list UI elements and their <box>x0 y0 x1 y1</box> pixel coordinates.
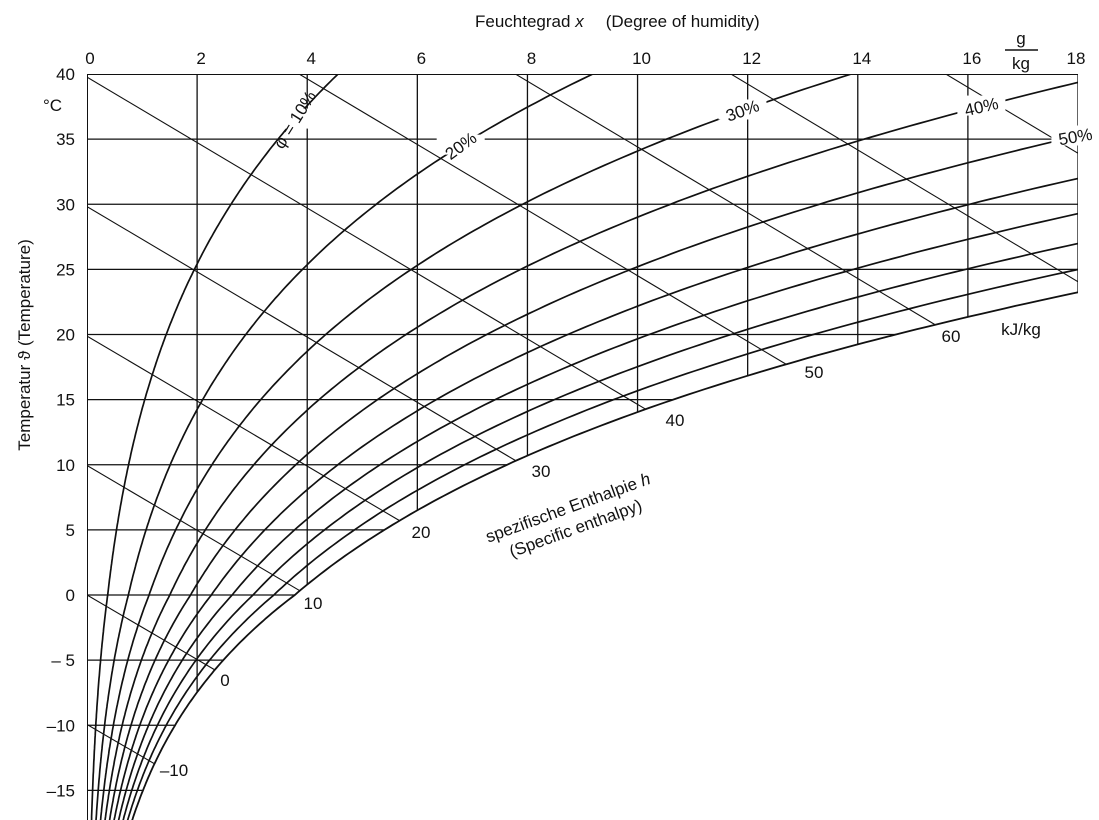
enthalpy-line <box>944 74 1078 154</box>
rh-curve-20 <box>95 74 595 820</box>
rh-curve-60 <box>113 177 1078 820</box>
rh-label-20-bg <box>436 134 485 155</box>
enthalpy-label: 0 <box>220 671 229 690</box>
rh-label-30-bg <box>718 99 767 120</box>
enthalpy-unit-label: kJ/kg <box>1001 320 1041 339</box>
enthalpy-line <box>87 76 646 410</box>
y-tick-label: 0 <box>66 586 75 605</box>
y-unit-label: °C <box>43 96 62 115</box>
x-tick-label: 0 <box>85 49 94 68</box>
enthalpy-line <box>87 0 1099 229</box>
y-tick-label: 40 <box>56 65 75 84</box>
enthalpy-label: 30 <box>532 462 551 481</box>
y-tick-label: 5 <box>66 521 75 540</box>
enthalpy-label: 20 <box>412 523 431 542</box>
x-unit-denominator: kg <box>1012 54 1030 73</box>
enthalpy-caption: spezifische Enthalpie h(Specific enthalp… <box>483 469 660 567</box>
x-axis-title: Feuchtegrad x (Degree of humidity) <box>475 12 760 31</box>
rh-curve-90 <box>126 268 1078 820</box>
x-tick-label: 4 <box>306 49 315 68</box>
x-tick-label: 2 <box>196 49 205 68</box>
rh-curve-50 <box>108 135 1078 820</box>
y-tick-label: 30 <box>56 195 75 214</box>
rh-label-50-bg <box>1051 125 1099 146</box>
y-axis-title: Temperatur ϑ (Temperature) <box>15 239 34 450</box>
x-tick-label: 8 <box>527 49 536 68</box>
rh-label-10-bg <box>270 108 319 129</box>
rh-curve-80 <box>122 242 1078 820</box>
enthalpy-line <box>297 74 787 365</box>
enthalpy-line <box>729 74 1078 283</box>
rh-curve-30 <box>99 74 855 820</box>
rh-curve-10 <box>90 74 340 820</box>
rh-curve-70 <box>117 212 1078 820</box>
x-tick-label: 16 <box>962 49 981 68</box>
rh-curve-40 <box>104 81 1078 820</box>
x-tick-label: 10 <box>632 49 651 68</box>
rh-label-40-bg <box>957 95 1006 116</box>
enthalpy-line <box>87 594 216 671</box>
y-tick-label: 25 <box>56 260 75 279</box>
x-tick-label: 14 <box>852 49 871 68</box>
enthalpy-label: –10 <box>160 761 188 780</box>
enthalpy-line <box>87 206 517 462</box>
y-tick-label: –10 <box>47 716 75 735</box>
enthalpy-label: 60 <box>942 327 961 346</box>
y-tick-label: 10 <box>56 456 75 475</box>
chart-labels: Feuchtegrad x (Degree of humidity) g kg 0 2 4 6… <box>15 12 1099 800</box>
x-tick-label: 6 <box>417 49 426 68</box>
y-tick-label: – 5 <box>51 651 75 670</box>
enthalpy-line <box>87 335 400 522</box>
x-unit-numerator: g <box>1016 29 1025 48</box>
y-tick-label: 20 <box>56 326 75 345</box>
y-tick-label: 35 <box>56 130 75 149</box>
rh-label-20: 20% <box>442 128 481 163</box>
enthalpy-label: 40 <box>666 411 685 430</box>
rh-curve-100 <box>131 291 1078 820</box>
y-tick-label: –15 <box>47 781 75 800</box>
enthalpy-line <box>514 74 936 326</box>
enthalpy-label: 10 <box>304 594 323 613</box>
enthalpy-label: 50 <box>805 363 824 382</box>
grid <box>87 74 1078 820</box>
x-tick-label: 12 <box>742 49 761 68</box>
relative-humidity-curves <box>90 74 1078 820</box>
x-tick-label: 18 <box>1067 49 1086 68</box>
enthalpy-lines <box>87 0 1099 765</box>
enthalpy-line <box>87 465 301 592</box>
y-tick-label: 15 <box>56 391 75 410</box>
